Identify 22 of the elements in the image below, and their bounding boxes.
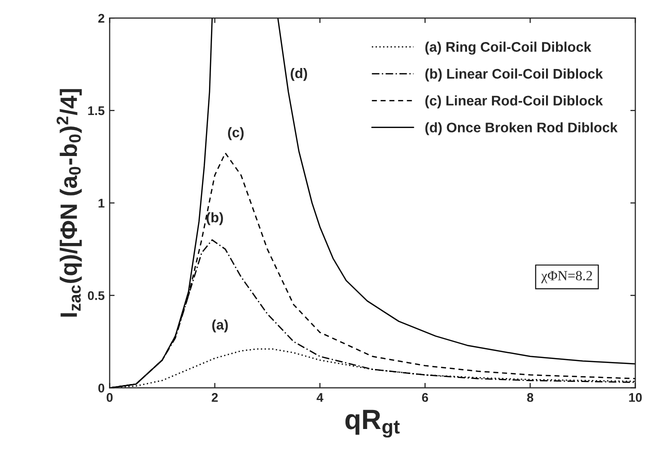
legend-label: (b) Linear Coil-Coil Diblock [425,68,603,82]
annotation: χΦN=8.2 [541,271,592,284]
y-tick-label: 1.5 [88,106,104,116]
x-tick-label: 0 [106,393,113,402]
x-tick-label: 2 [212,393,218,402]
annotation: (c) [228,127,244,140]
legend-label: (a) Ring Coil-Coil Diblock [425,42,592,55]
x-tick-label: 10 [629,393,642,402]
annotation: (a) [212,319,228,332]
y-tick-label: 0 [98,384,104,393]
x-axis-title: qR$_{gt}$ [345,410,400,438]
annotation: (d) [290,68,308,81]
text: I$_{zac}$(q)/[ΦN (a$_{0}$-b$_{0}$)$^{2}$/4] [56,89,82,317]
x-tick-label: 4 [316,393,324,402]
y-tick-label: 2 [98,14,104,23]
x-tick-label: 8 [527,393,534,402]
annotation: (b) [206,212,223,226]
legend-label: (d) Once Broken Rod Diblock [425,122,618,136]
x-tick-label: 6 [422,393,428,402]
y-tick-label: 1 [98,198,104,208]
legend-label: (c) Linear Rod-Coil Diblock [425,95,603,108]
y-tick-label: 0.5 [88,291,104,300]
